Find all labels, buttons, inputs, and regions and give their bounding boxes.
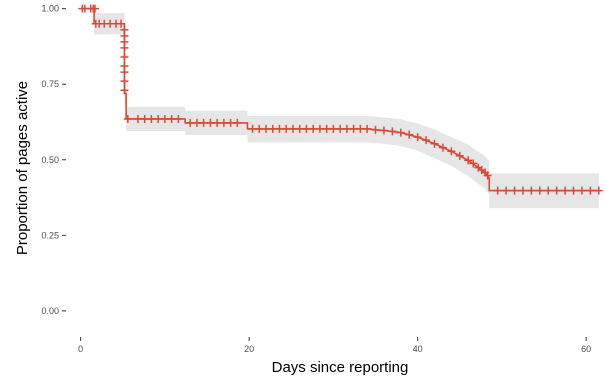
- x-tick-label: 40: [413, 344, 423, 354]
- x-tick-label: 20: [244, 344, 254, 354]
- y-tick-label: 0.00: [41, 306, 59, 316]
- x-axis: 0 20 40 60: [78, 337, 591, 354]
- y-tick-label: 0.75: [41, 79, 59, 89]
- survival-curve: [81, 9, 599, 191]
- x-tick-label: 60: [581, 344, 591, 354]
- y-tick-label: 0.50: [41, 155, 59, 165]
- censor-mark: [91, 5, 99, 13]
- censor-mark: [120, 77, 128, 85]
- censor-mark: [120, 44, 128, 52]
- censor-marks: [78, 5, 602, 195]
- y-tick-label: 1.00: [41, 4, 59, 14]
- y-axis: 0.00 0.25 0.50 0.75 1.00: [41, 4, 66, 316]
- censor-mark: [120, 53, 128, 61]
- x-tick-label: 0: [78, 344, 83, 354]
- confidence-band: [81, 9, 599, 209]
- plot-area: [78, 5, 602, 209]
- y-axis-title: Proportion of pages active: [14, 81, 31, 255]
- censor-mark: [120, 86, 128, 94]
- x-axis-title: Days since reporting: [272, 359, 409, 376]
- y-tick-label: 0.25: [41, 230, 59, 240]
- censor-mark: [120, 68, 128, 76]
